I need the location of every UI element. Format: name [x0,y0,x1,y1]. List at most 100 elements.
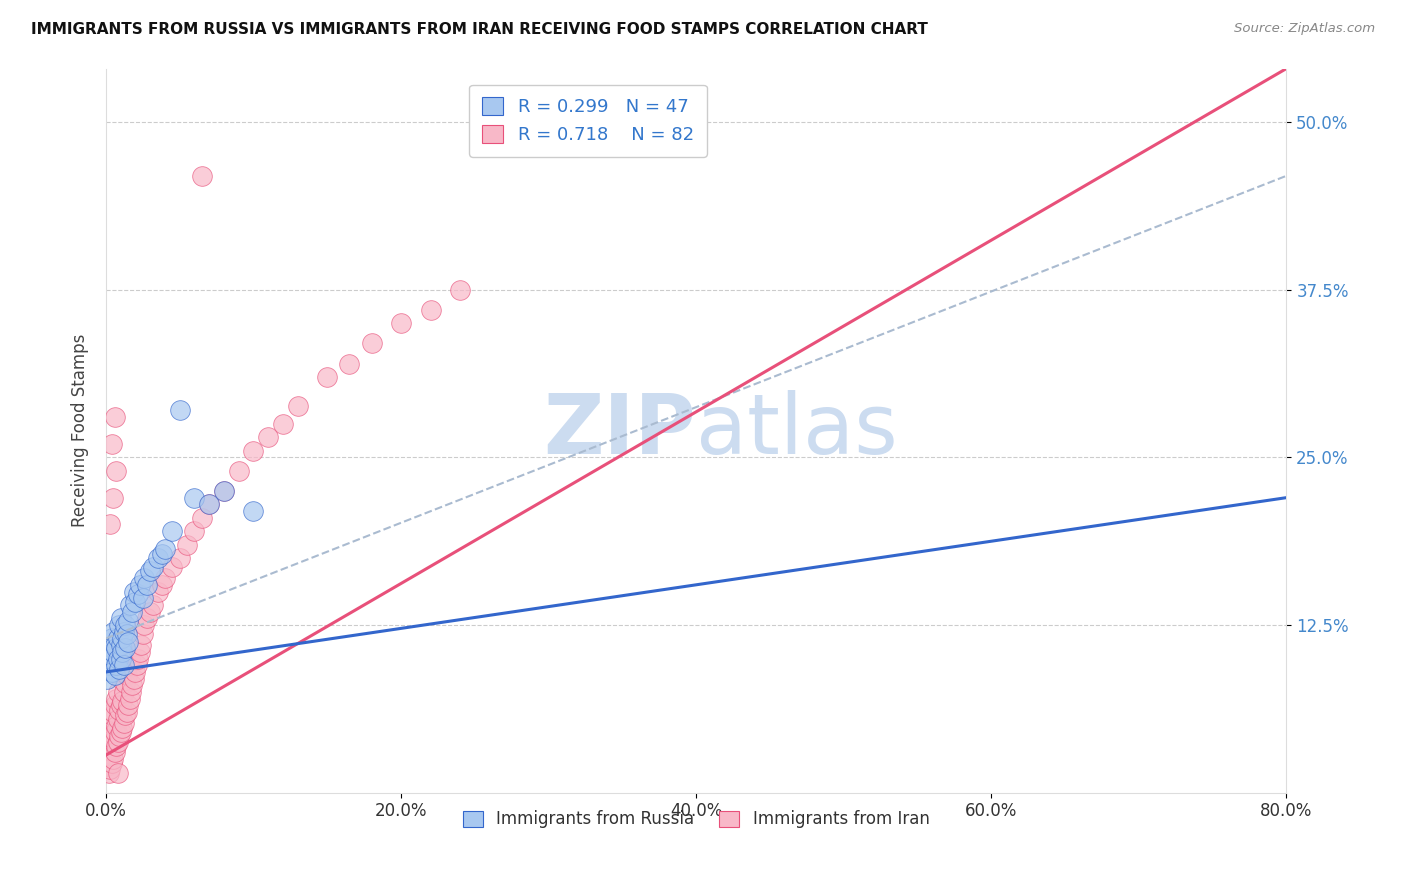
Point [118,651,141,665]
Point [112,715,135,730]
Point [105,718,128,732]
Point [103,752,125,766]
Point [98,651,121,665]
Point [115,705,138,719]
Point [101,665,124,679]
Point [360,336,382,351]
Point [108,729,131,743]
Point [389,316,412,330]
Point [112,624,135,639]
Point [107,651,129,665]
Point [98,721,121,735]
Point [117,658,139,673]
Point [110,672,132,686]
Point [108,618,131,632]
Point [111,645,134,659]
Point [110,611,132,625]
Point [150,578,173,592]
Point [97,765,120,780]
Point [191,169,214,183]
Point [111,632,134,646]
Text: atlas: atlas [696,390,898,471]
Point [112,658,135,673]
Point [146,551,169,566]
Point [107,734,129,748]
Point [107,712,129,726]
Point [136,611,159,625]
Point [122,584,145,599]
Point [191,510,214,524]
Point [271,417,294,431]
Point [176,538,198,552]
Point [183,491,205,505]
Point [101,734,124,748]
Point [97,729,120,743]
Text: ZIP: ZIP [544,390,696,471]
Point [103,705,125,719]
Point [110,698,132,713]
Point [110,638,132,652]
Point [97,658,120,673]
Point [101,437,124,451]
Point [103,645,125,659]
Point [98,743,121,757]
Point [124,665,146,679]
Point [169,403,191,417]
Point [107,632,129,646]
Point [117,635,139,649]
Point [104,667,127,681]
Point [139,605,162,619]
Point [142,598,165,612]
Point [104,725,127,739]
Point [228,464,250,478]
Point [110,725,132,739]
Point [104,638,127,652]
Point [105,640,128,655]
Point [212,483,235,498]
Point [114,640,136,655]
Point [105,739,128,753]
Point [96,672,118,686]
Point [98,762,121,776]
Legend: Immigrants from Russia, Immigrants from Iran: Immigrants from Russia, Immigrants from … [456,804,936,835]
Point [339,357,361,371]
Point [97,748,120,763]
Point [125,658,148,673]
Point [105,658,128,673]
Point [117,614,139,628]
Point [111,721,134,735]
Point [136,578,159,592]
Point [107,685,129,699]
Point [105,691,128,706]
Point [111,665,134,679]
Point [257,430,280,444]
Point [101,756,124,771]
Point [153,571,176,585]
Point [139,565,162,579]
Point [114,707,136,722]
Text: IMMIGRANTS FROM RUSSIA VS IMMIGRANTS FROM IRAN RECEIVING FOOD STAMPS CORRELATION: IMMIGRANTS FROM RUSSIA VS IMMIGRANTS FRO… [31,22,928,37]
Point [127,651,149,665]
Point [449,283,471,297]
Point [146,584,169,599]
Point [104,410,127,425]
Point [108,662,131,676]
Point [98,517,121,532]
Point [103,624,125,639]
Point [115,627,138,641]
Point [419,302,441,317]
Point [114,618,136,632]
Point [107,765,129,780]
Point [103,731,125,746]
Point [131,638,153,652]
Point [105,464,128,478]
Point [104,698,127,713]
Point [212,483,235,498]
Point [96,739,118,753]
Point [316,370,339,384]
Point [142,560,165,574]
Point [124,595,146,609]
Y-axis label: Receiving Food Stamps: Receiving Food Stamps [72,334,89,527]
Point [128,578,150,592]
Point [287,400,309,414]
